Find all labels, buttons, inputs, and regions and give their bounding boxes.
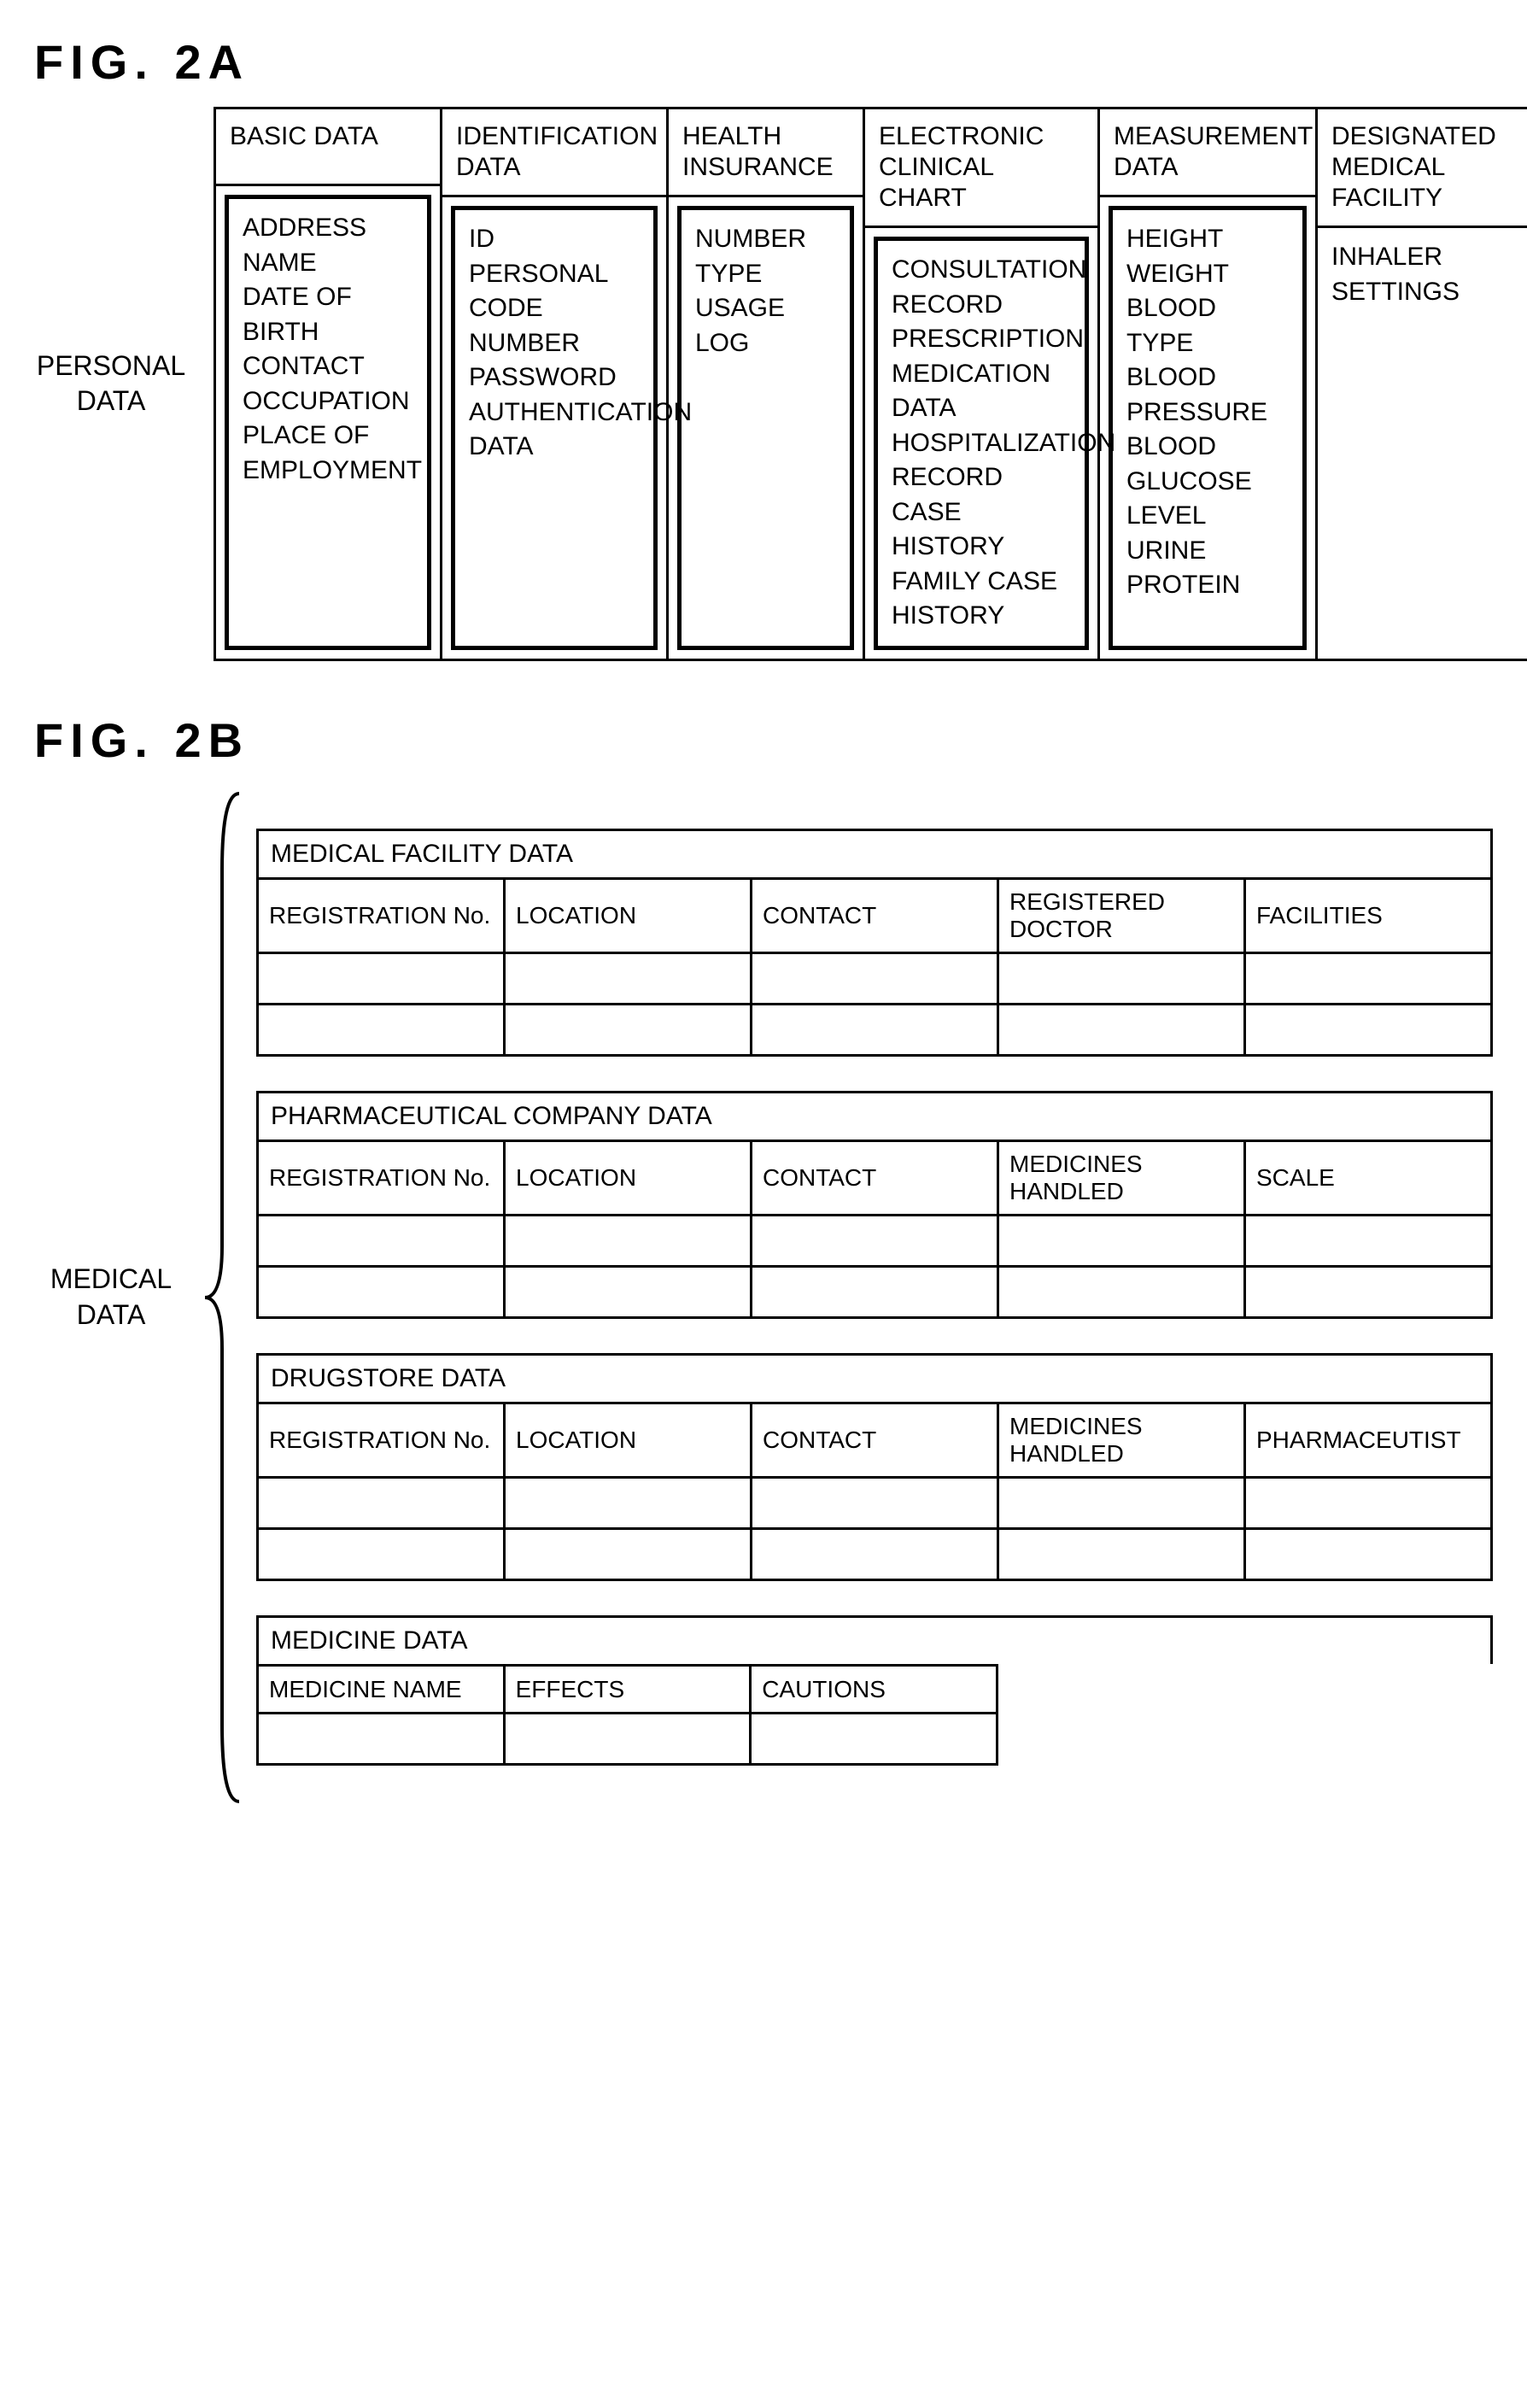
mtable-header-cell: MEDICINE NAME xyxy=(258,1666,505,1714)
pd-inner-box: HEIGHTWEIGHTBLOOD TYPEBLOODPRESSUREBLOOD… xyxy=(1109,206,1307,650)
personal-data-label: PERSONALDATA xyxy=(34,349,188,419)
mtable-block: PHARMACEUTICAL COMPANY DATAREGISTRATION … xyxy=(256,1091,1493,1319)
mtable-block: MEDICINE DATAMEDICINE NAMEEFFECTSCAUTION… xyxy=(256,1615,1493,1766)
mtable-header-cell: LOCATION xyxy=(505,879,752,953)
mtable-cell xyxy=(752,1478,998,1529)
mtable-cell xyxy=(752,953,998,1005)
mtable-cell xyxy=(258,1529,505,1580)
mtable-header-cell: PHARMACEUTIST xyxy=(1245,1403,1492,1478)
personal-data-grid: BASIC DATA ADDRESSNAMEDATE OF BIRTHCONTAC… xyxy=(214,107,1527,661)
mtable-header-cell: CONTACT xyxy=(752,1141,998,1216)
mtable-cell xyxy=(258,1714,505,1765)
pd-header: IDENTIFICATIONDATA xyxy=(442,109,666,197)
mtable: REGISTRATION No.LOCATIONCONTACTMEDICINES… xyxy=(256,1140,1493,1319)
mtable-cell xyxy=(1245,1216,1492,1267)
mtable-cell xyxy=(752,1005,998,1056)
pd-column: BASIC DATA ADDRESSNAMEDATE OF BIRTHCONTAC… xyxy=(216,109,442,659)
mtable-block: MEDICAL FACILITY DATAREGISTRATION No.LOC… xyxy=(256,829,1493,1057)
mtable-cell xyxy=(1245,1267,1492,1318)
mtable-header-cell: REGISTERED DOCTOR xyxy=(998,879,1245,953)
pd-inner-box: ADDRESSNAMEDATE OF BIRTHCONTACTOCCUPATIO… xyxy=(225,195,431,650)
mtable-cell xyxy=(751,1714,998,1765)
mtable-cell xyxy=(998,1478,1245,1529)
mtable-cell xyxy=(998,1267,1245,1318)
fig-2a-label: FIG. 2A xyxy=(34,34,1493,90)
mtable-cell xyxy=(505,1478,752,1529)
mtable-header-cell: SCALE xyxy=(1245,1141,1492,1216)
mtable-header-cell: REGISTRATION No. xyxy=(258,879,505,953)
mtable-header-cell: FACILITIES xyxy=(1245,879,1492,953)
mtable-cell xyxy=(752,1529,998,1580)
mtable-block: DRUGSTORE DATAREGISTRATION No.LOCATIONCO… xyxy=(256,1353,1493,1581)
pd-header: MEASUREMENTDATA xyxy=(1100,109,1315,197)
mtable: REGISTRATION No.LOCATIONCONTACTREGISTERE… xyxy=(256,877,1493,1057)
mtable: REGISTRATION No.LOCATIONCONTACTMEDICINES… xyxy=(256,1402,1493,1581)
mtable-cell xyxy=(998,1529,1245,1580)
mtable-title: MEDICAL FACILITY DATA xyxy=(256,829,1493,877)
mtable-cell xyxy=(258,1267,505,1318)
pd-body: INHALERSETTINGS xyxy=(1318,228,1527,321)
mtable-cell xyxy=(998,1005,1245,1056)
mtable-header-cell: MEDICINES HANDLED xyxy=(998,1403,1245,1478)
pd-inner-box: IDPERSONALCODE NUMBERPASSWORDAUTHENTICAT… xyxy=(451,206,658,650)
table-row xyxy=(258,1478,1492,1529)
mtable-cell xyxy=(258,1005,505,1056)
fig-2a-container: PERSONALDATA BASIC DATA ADDRESSNAMEDATE O… xyxy=(34,107,1493,661)
pd-header: BASIC DATA xyxy=(216,109,440,186)
table-row xyxy=(258,1005,1492,1056)
pd-column: IDENTIFICATIONDATA IDPERSONALCODE NUMBERP… xyxy=(442,109,669,659)
table-row xyxy=(258,1216,1492,1267)
mtable: MEDICINE NAMEEFFECTSCAUTIONS xyxy=(256,1664,998,1766)
pd-column: ELECTRONICCLINICAL CHARTCONSULTATIONRECO… xyxy=(865,109,1100,659)
pd-header: DESIGNATEDMEDICAL FACILITY xyxy=(1318,109,1527,228)
brace-icon xyxy=(196,785,248,1810)
pd-inner-box: CONSULTATIONRECORDPRESCRIPTIONMEDICATION… xyxy=(874,237,1089,650)
mtable-title: DRUGSTORE DATA xyxy=(256,1353,1493,1402)
mtable-header-cell: CONTACT xyxy=(752,879,998,953)
mtable-cell xyxy=(1245,953,1492,1005)
mtable-cell xyxy=(258,953,505,1005)
mtable-title: MEDICINE DATA xyxy=(256,1615,1493,1664)
pd-column: MEASUREMENTDATA HEIGHTWEIGHTBLOOD TYPEBLO… xyxy=(1100,109,1318,659)
pd-inner-box: NUMBERTYPEUSAGE LOG xyxy=(677,206,854,650)
mtable-header-cell: LOCATION xyxy=(505,1403,752,1478)
mtable-header-cell: REGISTRATION No. xyxy=(258,1141,505,1216)
mtable-cell xyxy=(505,1005,752,1056)
mtable-cell xyxy=(505,1216,752,1267)
mtable-cell xyxy=(1245,1478,1492,1529)
mtable-title: PHARMACEUTICAL COMPANY DATA xyxy=(256,1091,1493,1140)
mtable-cell xyxy=(752,1267,998,1318)
fig-2b-container: MEDICALDATA MEDICAL FACILITY DATAREGISTR… xyxy=(34,785,1493,1810)
mtable-header-cell: LOCATION xyxy=(505,1141,752,1216)
mtable-cell xyxy=(752,1216,998,1267)
table-row xyxy=(258,1714,998,1765)
fig-2b-label: FIG. 2B xyxy=(34,712,1493,768)
mtable-header-cell: EFFECTS xyxy=(504,1666,751,1714)
table-row xyxy=(258,953,1492,1005)
mtable-cell xyxy=(998,1216,1245,1267)
mtable-header-cell: CAUTIONS xyxy=(751,1666,998,1714)
table-row xyxy=(258,1267,1492,1318)
mtable-cell xyxy=(1245,1005,1492,1056)
mtable-cell xyxy=(258,1216,505,1267)
pd-column: DESIGNATEDMEDICAL FACILITYINHALERSETTING… xyxy=(1318,109,1527,659)
mtable-cell xyxy=(998,953,1245,1005)
medical-data-label: MEDICALDATA xyxy=(34,1262,188,1333)
mtable-header-cell: MEDICINES HANDLED xyxy=(998,1141,1245,1216)
mtable-cell xyxy=(258,1478,505,1529)
mtable-cell xyxy=(504,1714,751,1765)
pd-column: HEALTHINSURANCE NUMBERTYPEUSAGE LOG xyxy=(669,109,865,659)
mtable-header-cell: REGISTRATION No. xyxy=(258,1403,505,1478)
medical-tables: MEDICAL FACILITY DATAREGISTRATION No.LOC… xyxy=(256,829,1493,1766)
mtable-cell xyxy=(505,1529,752,1580)
mtable-cell xyxy=(505,1267,752,1318)
mtable-cell xyxy=(505,953,752,1005)
mtable-cell xyxy=(1245,1529,1492,1580)
pd-header: HEALTHINSURANCE xyxy=(669,109,863,197)
table-row xyxy=(258,1529,1492,1580)
pd-header: ELECTRONICCLINICAL CHART xyxy=(865,109,1097,228)
mtable-header-cell: CONTACT xyxy=(752,1403,998,1478)
